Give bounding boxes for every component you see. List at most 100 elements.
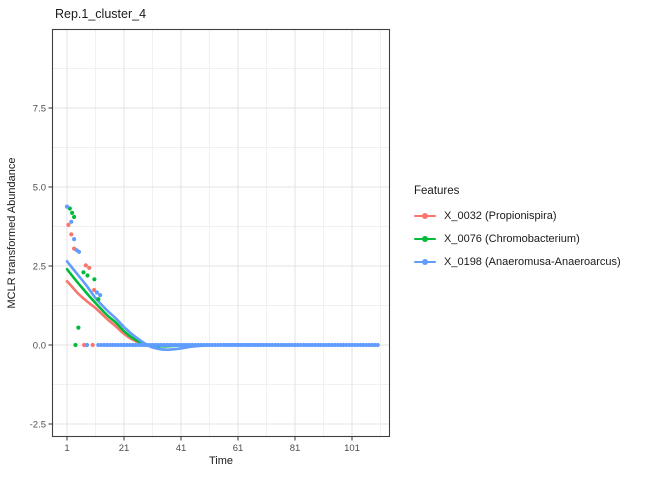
data-point-X_0198 [133,342,138,348]
data-point-X_0198 [310,342,315,348]
data-point-X_0032 [82,342,87,348]
data-point-X_0198 [213,342,218,348]
data-point-X_0198 [344,342,349,348]
data-point-X_0198 [98,293,103,298]
data-point-X_0198 [298,342,303,348]
legend-item-label: X_0198 (Anaeromusa-Anaeroarcus) [444,256,621,268]
data-point-X_0198 [332,342,337,348]
data-point-X_0198 [178,342,184,348]
data-point-X_0198 [173,342,178,348]
legend-items: X_0032 (Propionispira) X_0076 (Chromobact… [414,209,621,269]
data-point-X_0198 [124,342,129,348]
data-point-X_0198 [69,219,74,224]
data-point-X_0198 [184,342,189,348]
data-point-X_0076 [76,325,81,330]
data-point-X_0198 [116,342,121,348]
legend-key-icon [414,209,436,223]
data-point-X_0032 [87,265,92,270]
legend: Features X_0032 (Propionispira) X_0076 (C… [414,185,621,269]
data-point-X_0032 [92,287,97,293]
legend-key-dot [422,213,428,219]
data-point-X_0198 [84,342,90,348]
data-point-X_0198 [270,342,275,348]
data-point-X_0198 [190,342,195,348]
data-point-X_0198 [210,342,215,348]
y-tick-label: 5.0 [33,182,46,193]
x-tick-label: 1 [64,443,69,454]
data-point-X_0198 [99,342,104,348]
data-point-X_0198 [241,342,246,348]
data-point-X_0198 [218,342,223,348]
legend-item-x_0076: X_0076 (Chromobacterium) [414,232,621,246]
data-point-X_0198 [144,342,149,348]
legend-item-label: X_0076 (Chromobacterium) [444,233,580,245]
x-tick-label: 81 [290,443,301,454]
data-point-X_0032 [83,263,88,268]
plot-title: Rep.1_cluster_4 [55,7,147,21]
data-point-X_0198 [275,342,280,348]
data-point-X_0198 [76,249,82,254]
data-point-X_0198 [304,342,309,348]
data-point-X_0076 [73,342,78,348]
x-axis-title: Time [208,455,234,467]
data-point-X_0076 [92,277,97,282]
x-tick-label: 101 [344,443,360,454]
legend-key-dot [422,236,428,242]
plot-panel [53,30,389,436]
data-point-X_0198 [321,342,326,348]
x-tick-label: 21 [119,443,130,454]
data-point-X_0198 [247,342,252,348]
data-point-X_0198 [261,342,266,348]
data-point-X_0198 [104,342,109,348]
data-point-X_0032 [66,222,71,227]
data-point-X_0076 [85,273,90,278]
data-point-X_0198 [327,342,332,348]
legend-item-x_0032: X_0032 (Propionispira) [414,209,621,223]
data-point-X_0198 [341,342,346,348]
data-point-X_0198 [369,342,374,348]
data-point-X_0032 [90,342,95,348]
data-point-X_0198 [264,342,269,348]
y-tick-label: 0.0 [33,340,46,351]
data-point-X_0198 [170,342,175,348]
x-tick-label: 61 [233,443,244,454]
data-point-X_0076 [81,270,86,275]
data-point-X_0198 [361,342,366,348]
data-point-X_0198 [96,342,101,348]
data-point-X_0032 [69,232,74,237]
data-point-X_0198 [127,342,132,348]
data-point-X_0198 [290,342,295,348]
data-point-X_0198 [150,342,155,348]
y-tick-label: 7.5 [33,103,46,114]
data-point-X_0198 [349,342,355,348]
x-tick-label: 41 [176,443,187,454]
data-point-X_0198 [281,342,286,348]
data-point-X_0198 [253,342,258,348]
data-point-X_0198 [72,237,77,242]
data-point-X_0198 [292,342,298,348]
panel-border [51,28,391,438]
data-point-X_0198 [64,204,70,209]
data-point-X_0198 [318,342,323,348]
legend-key-dot [422,259,428,265]
legend-key-icon [414,232,436,246]
data-point-X_0076 [96,297,101,302]
legend-title: Features [414,185,460,197]
data-point-X_0198 [196,342,201,348]
data-point-X_0198 [238,342,243,348]
data-point-X_0198 [372,342,377,348]
data-point-X_0198 [94,290,99,295]
data-point-X_0198 [141,342,146,348]
legend-item-label: X_0032 (Propionispira) [444,210,557,222]
data-point-X_0076 [70,210,75,215]
legend-key-icon [414,255,436,269]
data-point-X_0198 [110,342,115,348]
data-point-X_0198 [161,342,166,348]
data-point-X_0198 [375,342,380,348]
y-tick-label: -2.5 [30,419,46,430]
data-point-X_0198 [230,342,235,348]
data-point-X_0198 [156,342,161,348]
y-tick-label: 2.5 [33,261,46,272]
